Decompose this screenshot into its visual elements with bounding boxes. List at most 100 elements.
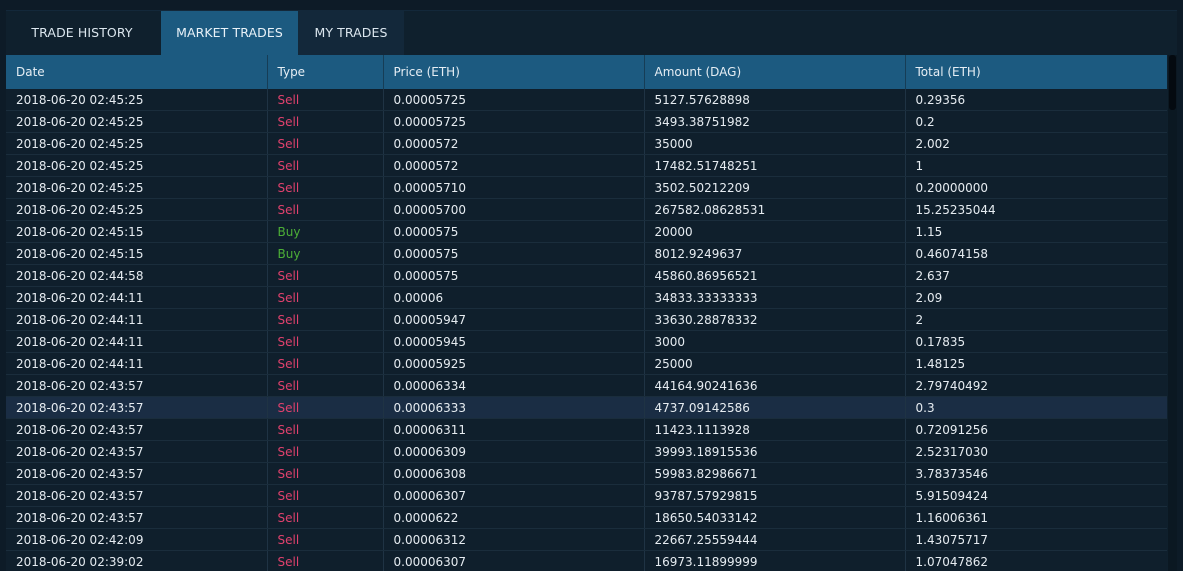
cell-date: 2018-06-20 02:43:57 — [6, 375, 267, 397]
cell-price: 0.00005725 — [383, 111, 644, 133]
cell-total: 1.16006361 — [905, 507, 1167, 529]
cell-price: 0.00005700 — [383, 199, 644, 221]
cell-total: 1.48125 — [905, 353, 1167, 375]
cell-total: 1.07047862 — [905, 551, 1167, 571]
cell-amount: 3000 — [644, 331, 905, 353]
cell-price: 0.00006333 — [383, 397, 644, 419]
cell-amount: 4737.09142586 — [644, 397, 905, 419]
cell-amount: 33630.28878332 — [644, 309, 905, 331]
cell-price: 0.00005947 — [383, 309, 644, 331]
cell-amount: 59983.82986671 — [644, 463, 905, 485]
cell-type: Buy — [267, 243, 383, 265]
cell-price: 0.00006308 — [383, 463, 644, 485]
vertical-scrollbar[interactable] — [1168, 55, 1177, 571]
column-header-total[interactable]: Total (ETH) — [905, 55, 1167, 89]
cell-price: 0.00005925 — [383, 353, 644, 375]
tab-my-trades[interactable]: MY TRADES — [298, 11, 404, 55]
cell-amount: 3493.38751982 — [644, 111, 905, 133]
tab-market-trades[interactable]: MARKET TRADES — [161, 11, 298, 55]
cell-date: 2018-06-20 02:43:57 — [6, 441, 267, 463]
column-header-amount[interactable]: Amount (DAG) — [644, 55, 905, 89]
cell-total: 0.3 — [905, 397, 1167, 419]
cell-price: 0.00006307 — [383, 485, 644, 507]
cell-date: 2018-06-20 02:43:57 — [6, 463, 267, 485]
tab-bar: TRADE HISTORY MARKET TRADES MY TRADES — [6, 11, 1177, 55]
cell-date: 2018-06-20 02:45:25 — [6, 155, 267, 177]
cell-date: 2018-06-20 02:44:58 — [6, 265, 267, 287]
cell-amount: 44164.90241636 — [644, 375, 905, 397]
cell-price: 0.00005945 — [383, 331, 644, 353]
cell-total: 15.25235044 — [905, 199, 1167, 221]
market-trades-table-container[interactable]: Date Type Price (ETH) Amount (DAG) Total… — [6, 55, 1167, 571]
cell-type: Sell — [267, 375, 383, 397]
cell-price: 0.0000572 — [383, 133, 644, 155]
column-header-date[interactable]: Date — [6, 55, 267, 89]
tab-trade-history[interactable]: TRADE HISTORY — [6, 11, 158, 55]
cell-date: 2018-06-20 02:43:57 — [6, 419, 267, 441]
cell-date: 2018-06-20 02:45:25 — [6, 111, 267, 133]
cell-date: 2018-06-20 02:45:15 — [6, 221, 267, 243]
scrollbar-thumb[interactable] — [1169, 55, 1176, 110]
table-header-row: Date Type Price (ETH) Amount (DAG) Total… — [6, 55, 1167, 89]
cell-total: 2.79740492 — [905, 375, 1167, 397]
cell-total: 1 — [905, 155, 1167, 177]
cell-total: 0.72091256 — [905, 419, 1167, 441]
cell-type: Sell — [267, 397, 383, 419]
cell-date: 2018-06-20 02:43:57 — [6, 507, 267, 529]
cell-amount: 8012.9249637 — [644, 243, 905, 265]
cell-amount: 267582.08628531 — [644, 199, 905, 221]
cell-date: 2018-06-20 02:44:11 — [6, 309, 267, 331]
column-header-type[interactable]: Type — [267, 55, 383, 89]
cell-price: 0.00006 — [383, 287, 644, 309]
cell-type: Sell — [267, 529, 383, 551]
cell-price: 0.00005725 — [383, 89, 644, 111]
cell-total: 0.46074158 — [905, 243, 1167, 265]
cell-date: 2018-06-20 02:45:25 — [6, 133, 267, 155]
cell-amount: 5127.57628898 — [644, 89, 905, 111]
cell-total: 2 — [905, 309, 1167, 331]
cell-amount: 25000 — [644, 353, 905, 375]
cell-type: Sell — [267, 309, 383, 331]
cell-type: Sell — [267, 89, 383, 111]
cell-total: 1.15 — [905, 221, 1167, 243]
cell-amount: 35000 — [644, 133, 905, 155]
cell-amount: 16973.11899999 — [644, 551, 905, 571]
cell-type: Sell — [267, 507, 383, 529]
cell-total: 0.29356 — [905, 89, 1167, 111]
cell-total: 5.91509424 — [905, 485, 1167, 507]
cell-date: 2018-06-20 02:45:25 — [6, 199, 267, 221]
cell-date: 2018-06-20 02:39:02 — [6, 551, 267, 571]
cell-total: 3.78373546 — [905, 463, 1167, 485]
cell-type: Buy — [267, 221, 383, 243]
cell-date: 2018-06-20 02:45:25 — [6, 89, 267, 111]
cell-amount: 39993.18915536 — [644, 441, 905, 463]
cell-date: 2018-06-20 02:45:25 — [6, 177, 267, 199]
column-header-price[interactable]: Price (ETH) — [383, 55, 644, 89]
cell-type: Sell — [267, 287, 383, 309]
cell-date: 2018-06-20 02:44:11 — [6, 331, 267, 353]
cell-price: 0.00006307 — [383, 551, 644, 571]
cell-type: Sell — [267, 419, 383, 441]
